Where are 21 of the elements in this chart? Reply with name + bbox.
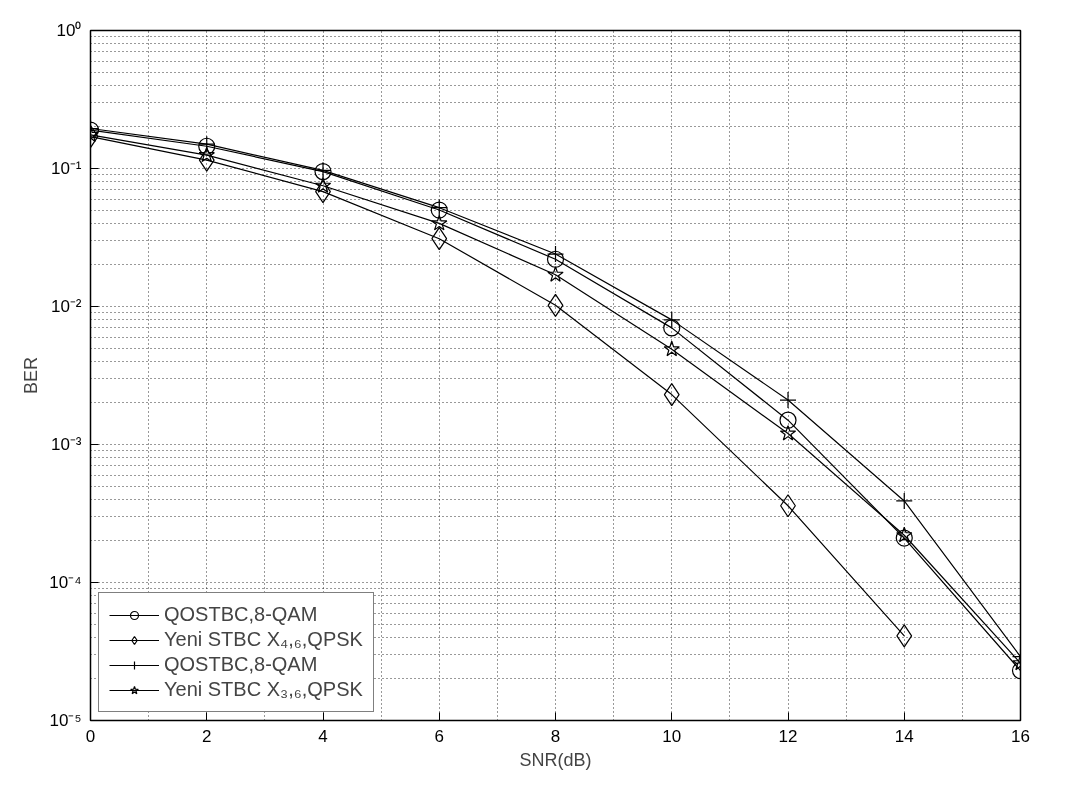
- x-tick-label: 0: [85, 726, 96, 746]
- y-tick-label: 10⁻⁵: [49, 711, 82, 730]
- y-tick-label: 10⁻¹: [50, 159, 82, 178]
- x-tick-label: 6: [434, 726, 444, 746]
- x-tick-label: 4: [318, 726, 328, 746]
- y-tick-label: 10⁰: [56, 21, 82, 40]
- x-tick-label: 16: [1011, 726, 1030, 746]
- x-tick-label: 10: [662, 726, 682, 746]
- y-tick-label: 10⁻²: [50, 297, 82, 316]
- legend-label: QOSTBC,8-QAM: [164, 653, 318, 676]
- x-tick-label: 12: [778, 726, 798, 746]
- legend-label: Yeni STBC X₄,₆,QPSK: [164, 628, 363, 651]
- x-axis-title: SNR(dB): [519, 749, 592, 770]
- x-tick-label: 8: [550, 726, 561, 746]
- y-tick-label: 10⁻³: [50, 435, 82, 454]
- y-tick-label: 10⁻⁴: [49, 573, 82, 592]
- legend-label: Yeni STBC X₃,₆,QPSK: [164, 678, 363, 701]
- legend-label: QOSTBC,8-QAM: [164, 603, 318, 626]
- x-tick-label: 2: [202, 726, 212, 746]
- y-axis-title: BER: [21, 356, 42, 395]
- x-tick-label: 14: [894, 726, 914, 746]
